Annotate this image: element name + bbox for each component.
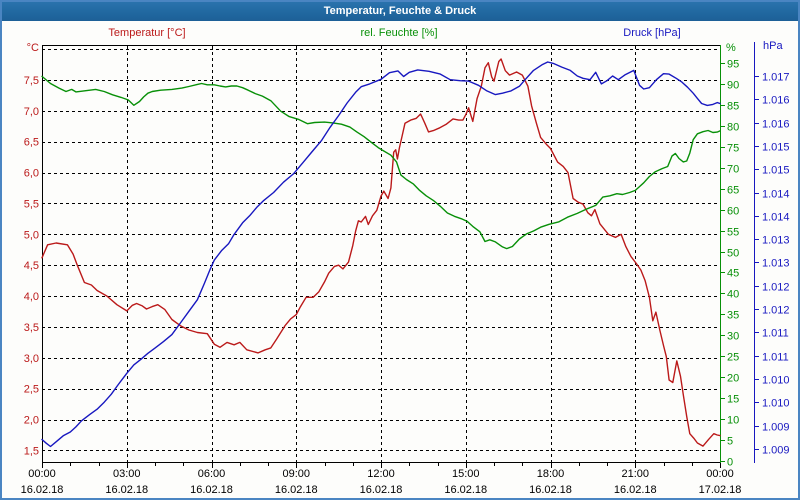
svg-text:15:00: 15:00 <box>452 468 480 480</box>
svg-text:3,5: 3,5 <box>24 322 39 334</box>
chart-legend: Temperatur [°C] rel. Feuchte [%] Druck [… <box>108 27 680 39</box>
svg-text:1.009: 1.009 <box>762 445 790 457</box>
svg-text:5,0: 5,0 <box>24 229 39 241</box>
plot-frame <box>42 42 755 463</box>
svg-text:4,0: 4,0 <box>24 291 39 303</box>
svg-text:1.015: 1.015 <box>762 165 790 177</box>
axis-unit-labels: °C % hPa <box>27 40 784 54</box>
svg-text:03:00: 03:00 <box>113 468 141 480</box>
svg-text:5: 5 <box>727 436 733 448</box>
humidity-axis-unit: % <box>726 42 736 54</box>
svg-text:1.014: 1.014 <box>762 189 790 201</box>
svg-text:16.02.18: 16.02.18 <box>105 484 148 496</box>
svg-text:2,5: 2,5 <box>24 384 39 396</box>
gridlines <box>42 46 720 462</box>
svg-text:5,5: 5,5 <box>24 198 39 210</box>
svg-text:06:00: 06:00 <box>198 468 226 480</box>
svg-text:7,0: 7,0 <box>24 106 39 118</box>
svg-text:12:00: 12:00 <box>367 468 395 480</box>
series-temperature-line <box>41 58 721 447</box>
svg-text:1.012: 1.012 <box>762 282 790 294</box>
svg-text:1.009: 1.009 <box>762 422 790 434</box>
legend-humidity-label: rel. Feuchte [%] <box>360 27 437 39</box>
svg-text:7,5: 7,5 <box>24 75 39 87</box>
svg-text:16.02.18: 16.02.18 <box>275 484 318 496</box>
legend-temperature-label: Temperatur [°C] <box>108 27 185 39</box>
svg-text:1.016: 1.016 <box>762 95 790 107</box>
data-series <box>41 58 721 448</box>
series-humidity-line <box>41 75 721 250</box>
svg-text:1.017: 1.017 <box>762 72 790 84</box>
svg-text:17.02.18: 17.02.18 <box>699 484 742 496</box>
svg-text:45: 45 <box>727 268 739 280</box>
svg-text:1.012: 1.012 <box>762 305 790 317</box>
window-titlebar: Temperatur, Feuchte & Druck <box>2 2 798 21</box>
svg-text:65: 65 <box>727 185 739 197</box>
svg-text:1.015: 1.015 <box>762 142 790 154</box>
svg-text:6,5: 6,5 <box>24 137 39 149</box>
svg-text:1.016: 1.016 <box>762 119 790 131</box>
svg-text:1.010: 1.010 <box>762 375 790 387</box>
svg-text:35: 35 <box>727 310 739 322</box>
svg-text:85: 85 <box>727 101 739 113</box>
svg-text:21:00: 21:00 <box>621 468 649 480</box>
legend-pressure-label: Druck [hPa] <box>623 27 680 39</box>
svg-text:16.02.18: 16.02.18 <box>614 484 657 496</box>
svg-text:0: 0 <box>727 457 733 469</box>
svg-text:16.02.18: 16.02.18 <box>444 484 487 496</box>
svg-text:4,5: 4,5 <box>24 260 39 272</box>
svg-text:50: 50 <box>727 248 739 260</box>
temperature-axis-unit: °C <box>27 42 39 54</box>
svg-text:1,5: 1,5 <box>24 445 39 457</box>
svg-text:1.011: 1.011 <box>762 328 789 340</box>
svg-text:15: 15 <box>727 394 739 406</box>
svg-text:00:00: 00:00 <box>28 468 56 480</box>
svg-text:16.02.18: 16.02.18 <box>21 484 64 496</box>
svg-text:16.02.18: 16.02.18 <box>190 484 233 496</box>
svg-text:16.02.18: 16.02.18 <box>529 484 572 496</box>
svg-text:40: 40 <box>727 289 739 301</box>
svg-text:25: 25 <box>727 352 739 364</box>
svg-text:1.013: 1.013 <box>762 235 790 247</box>
svg-text:80: 80 <box>727 122 739 134</box>
svg-text:09:00: 09:00 <box>282 468 310 480</box>
svg-text:1.014: 1.014 <box>762 212 790 224</box>
svg-text:20: 20 <box>727 373 739 385</box>
svg-text:1.011: 1.011 <box>762 352 789 364</box>
svg-text:90: 90 <box>727 80 739 92</box>
svg-text:10: 10 <box>727 415 739 427</box>
svg-text:6,0: 6,0 <box>24 168 39 180</box>
pressure-axis-unit: hPa <box>763 40 783 52</box>
svg-text:16.02.18: 16.02.18 <box>360 484 403 496</box>
svg-text:55: 55 <box>727 227 739 239</box>
svg-text:18:00: 18:00 <box>537 468 565 480</box>
svg-text:00:00: 00:00 <box>706 468 734 480</box>
series-pressure-line <box>41 61 721 448</box>
svg-text:1.010: 1.010 <box>762 398 790 410</box>
svg-text:30: 30 <box>727 331 739 343</box>
svg-text:95: 95 <box>727 59 739 71</box>
svg-text:3,0: 3,0 <box>24 353 39 365</box>
svg-text:1.013: 1.013 <box>762 258 790 270</box>
svg-text:2,0: 2,0 <box>24 415 39 427</box>
svg-text:70: 70 <box>727 164 739 176</box>
window-title: Temperatur, Feuchte & Druck <box>323 5 477 17</box>
svg-text:60: 60 <box>727 206 739 218</box>
axis-ticks-and-labels: 00:00 16.02.18 03:00 16.02.18 06:00 16.02.18 0… <box>21 59 790 497</box>
svg-text:75: 75 <box>727 143 739 155</box>
